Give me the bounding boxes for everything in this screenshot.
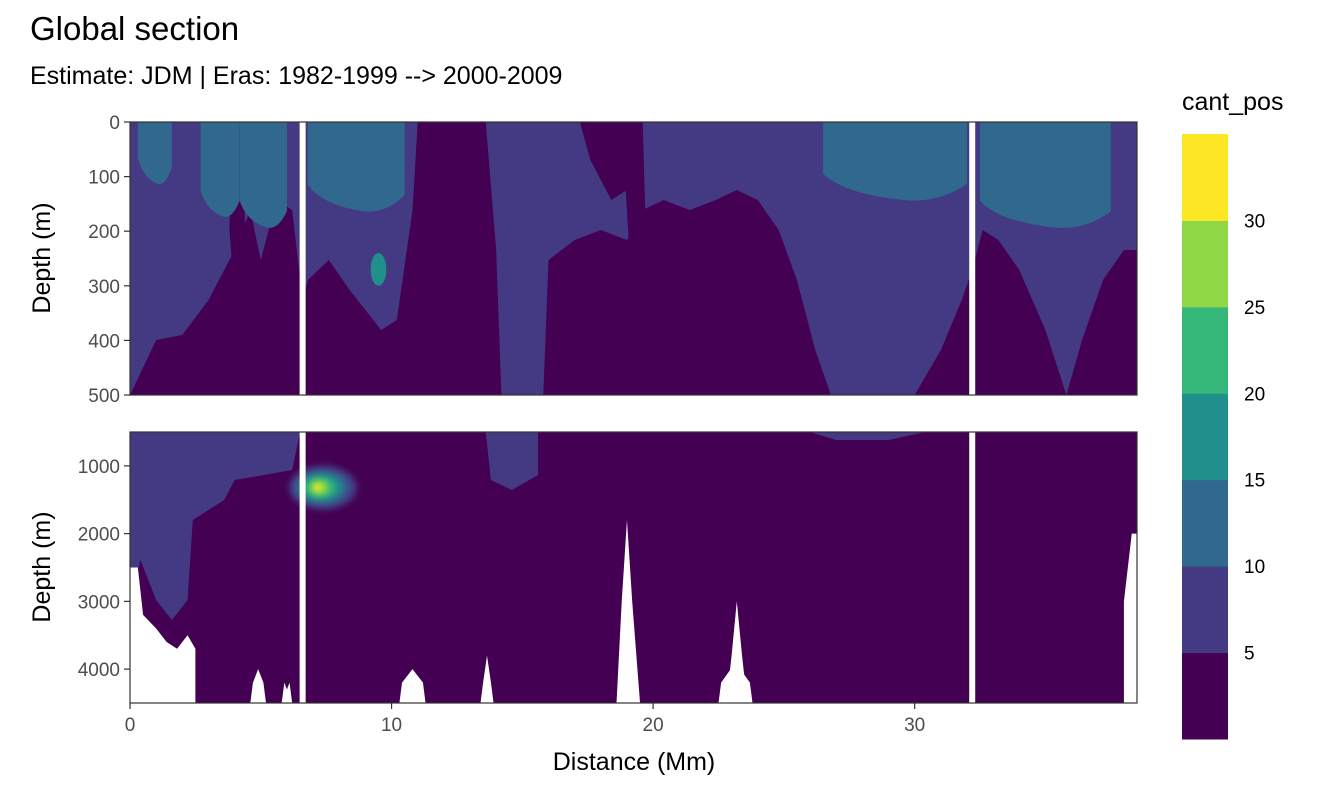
panel-lower: 1000 2000 3000 4000: [78, 431, 1138, 704]
legend-bin-0: [1182, 652, 1228, 740]
legend-label-1: 10: [1244, 557, 1265, 578]
chart-title: Global section: [30, 10, 239, 47]
upper-y-tick-label-2: 200: [88, 222, 120, 243]
upper-y-tick-label-3: 300: [88, 277, 120, 298]
lower-y-tick-label-3: 4000: [78, 660, 120, 681]
x-axis: 0 10 20 30: [125, 703, 925, 736]
upper-patch-15-20-0: [370, 253, 387, 286]
legend-label-0: 5: [1244, 644, 1255, 665]
legend-label-2: 15: [1244, 471, 1265, 492]
legend-bin-6: [1182, 134, 1228, 221]
y-axis-title-upper: Depth (m): [28, 202, 56, 313]
x-tick-label-3: 30: [904, 715, 925, 736]
gap-column-upper-0: [299, 122, 306, 395]
legend-bin-5: [1182, 220, 1228, 308]
upper-y-tick-label-0: 0: [109, 113, 120, 134]
lower-y-tick-label-1: 2000: [78, 525, 120, 546]
gap-column-lower-0: [299, 432, 306, 703]
upper-y-tick-label-5: 500: [88, 386, 120, 407]
seafloor-ridge-east: [726, 601, 748, 703]
legend-bin-3: [1182, 393, 1228, 481]
lower-panel-border: [129, 431, 1138, 704]
x-axis-title: Distance (Mm): [553, 748, 716, 776]
legend-bin-1: [1182, 566, 1228, 654]
lower-anomaly-0-ring-5: [313, 484, 322, 491]
upper-dark-intrusion-3: [621, 122, 648, 300]
y-axis-title-lower: Depth (m): [28, 511, 56, 622]
lower-y-tick-label-0: 1000: [78, 457, 120, 478]
upper-surface-10-15-5: [980, 122, 1111, 228]
gap-column-lower-1: [969, 432, 976, 703]
lower-band-5-10-west: [130, 432, 301, 620]
legend-label-3: 20: [1244, 384, 1265, 405]
upper-surface-10-15-1: [200, 122, 240, 217]
panel-upper: 0 100 200 300 400 500: [88, 113, 1138, 407]
upper-surface-10-15-0: [137, 122, 172, 185]
lower-band-5-10-central: [485, 432, 539, 490]
lower-plot-area: [130, 432, 1137, 703]
upper-surface-10-15-2: [239, 122, 287, 228]
lower-band-5-10-east: [810, 432, 926, 440]
seafloor-west: [130, 567, 196, 703]
legend-label-5: 30: [1244, 211, 1265, 232]
seafloor-bump-1: [281, 682, 293, 703]
upper-plot-area: [130, 122, 1137, 395]
upper-y-tick-label-4: 400: [88, 331, 120, 352]
upper-surface-10-15-3: [307, 122, 405, 212]
seafloor-bump-2: [399, 669, 426, 703]
lower-y-tick-label-2: 3000: [78, 592, 120, 613]
seafloor-east: [1123, 533, 1137, 703]
upper-dark-intrusion-1: [417, 122, 502, 395]
upper-y-tick-label-1: 100: [88, 168, 120, 189]
legend-colorbar: 5 10 15 20 25 30: [1182, 134, 1265, 740]
legend-label-4: 25: [1244, 298, 1265, 319]
seafloor-ridge-mid: [616, 520, 641, 703]
x-tick-label-0: 0: [125, 715, 136, 736]
x-tick-label-2: 20: [643, 715, 664, 736]
seafloor-bump-3: [480, 655, 494, 703]
x-tick-label-1: 10: [381, 715, 402, 736]
seafloor-bump-0: [250, 669, 267, 703]
legend-title: cant_pos: [1182, 88, 1283, 116]
upper-surface-10-15-4: [823, 122, 967, 201]
gap-column-upper-1: [969, 122, 976, 395]
legend-bin-2: [1182, 479, 1228, 567]
legend-bin-4: [1182, 306, 1228, 394]
legend: cant_pos 5 10 15 20 25 30: [1182, 88, 1283, 740]
upper-panel-border: [129, 121, 1138, 396]
chart-subtitle: Estimate: JDM | Eras: 1982-1999 --> 2000…: [30, 62, 562, 90]
